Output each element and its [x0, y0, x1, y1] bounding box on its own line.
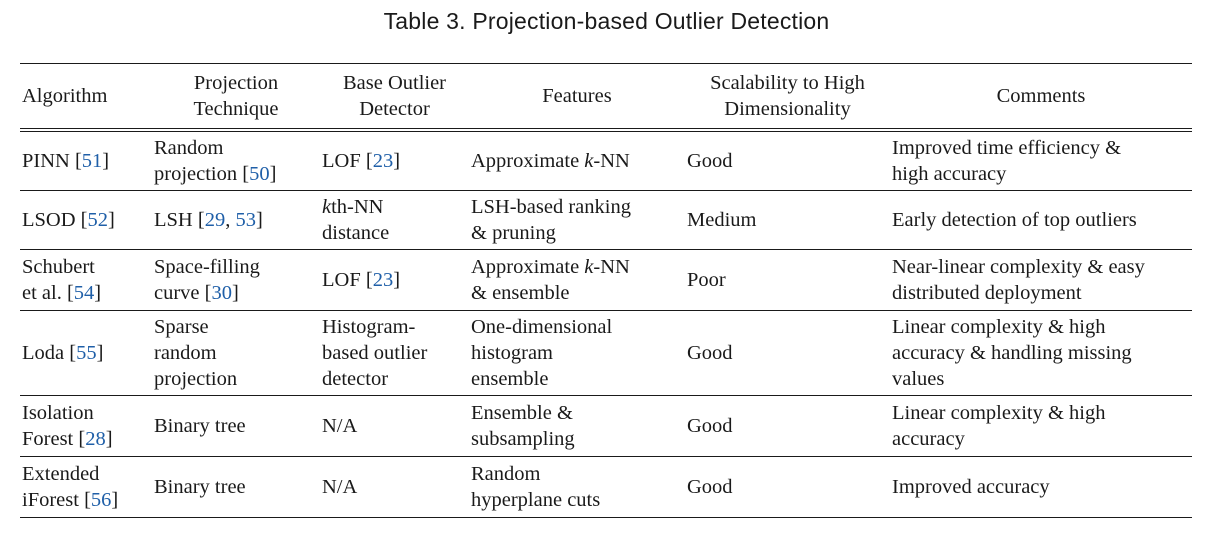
- citation-link[interactable]: 53: [235, 209, 256, 231]
- header-features: Features: [542, 85, 612, 107]
- header-projection: Projection Technique: [193, 72, 279, 120]
- header-algorithm: Algorithm: [22, 85, 108, 107]
- cell-comments: Near-linear complexity & easy distributed…: [892, 256, 1145, 304]
- cell-projection: Random projection [50]: [154, 137, 277, 185]
- cell-features: Ensemble & subsampling: [471, 402, 575, 450]
- table-row: Isolation Forest [28] Binary tree N/A Ens…: [20, 396, 1192, 457]
- cell-algorithm: Isolation Forest [28]: [22, 402, 113, 450]
- cell-comments: Linear complexity & high accuracy: [892, 402, 1106, 450]
- header-scalability: Scalability to High Dimensionality: [710, 72, 865, 120]
- table-row: Loda [55] Sparse random projection Histogr…: [20, 311, 1192, 396]
- cell-base-detector: Histogram-based outlier detector: [322, 316, 428, 390]
- cell-comments: Improved time efficiency & high accuracy: [892, 137, 1122, 185]
- projection-outlier-table: Algorithm Projection Technique Base Outl…: [20, 63, 1192, 518]
- cell-comments: Early detection of top outliers: [892, 209, 1137, 231]
- cell-comments: Linear complexity & high accuracy & handl…: [892, 316, 1132, 390]
- citation-link[interactable]: 52: [87, 209, 108, 231]
- cell-scalability: Good: [687, 415, 733, 437]
- header-base-detector: Base Outlier Detector: [342, 72, 447, 120]
- cell-base-detector: LOF [23]: [322, 150, 401, 172]
- cell-projection: Binary tree: [154, 415, 246, 437]
- cell-base-detector: N/A: [322, 415, 358, 437]
- cell-scalability: Poor: [687, 269, 726, 291]
- citation-link[interactable]: 23: [372, 150, 394, 172]
- table-header: Algorithm Projection Technique Base Outl…: [20, 63, 1192, 131]
- cell-algorithm: Loda [55]: [22, 342, 104, 364]
- cell-features: One-dimensional histogram ensemble: [471, 316, 613, 390]
- cell-projection: Sparse random projection: [154, 316, 238, 390]
- header-comments: Comments: [996, 85, 1086, 107]
- citation-link[interactable]: 51: [81, 150, 103, 172]
- header-row: Algorithm Projection Technique Base Outl…: [20, 63, 1192, 131]
- table: Algorithm Projection Technique Base Outl…: [20, 63, 1192, 518]
- cell-algorithm: Schubert et al. [54]: [22, 256, 102, 304]
- citation-link[interactable]: 30: [211, 282, 232, 304]
- cell-projection: Space-filling curve [30]: [154, 256, 260, 304]
- table-row: Extended iForest [56] Binary tree N/A Ran…: [20, 457, 1192, 518]
- cell-scalability: Good: [687, 342, 733, 364]
- cell-features: Approximate k-NN: [471, 150, 630, 172]
- table-row: Schubert et al. [54] Space-filling curve […: [20, 250, 1192, 311]
- table-body: PINN [51] Random projection [50] LOF [23]…: [20, 130, 1192, 518]
- cell-scalability: Good: [687, 150, 733, 172]
- table-row: LSOD [52] LSH [29, 53] kth-NN distance LS…: [20, 191, 1192, 250]
- cell-base-detector: LOF [23]: [322, 269, 401, 291]
- cell-features: LSH-based ranking & pruning: [471, 196, 631, 244]
- cell-projection: LSH [29, 53]: [154, 209, 263, 231]
- cell-comments: Improved accuracy: [892, 476, 1050, 498]
- cell-scalability: Medium: [687, 209, 757, 231]
- cell-algorithm: LSOD [52]: [22, 209, 115, 231]
- citation-link[interactable]: 56: [90, 489, 112, 511]
- citation-link[interactable]: 54: [73, 282, 95, 304]
- cell-projection: Binary tree: [154, 476, 246, 498]
- citation-link[interactable]: 23: [372, 269, 394, 291]
- table-caption: Table 3. Projection-based Outlier Detect…: [383, 8, 830, 34]
- cell-algorithm: Extended iForest [56]: [22, 463, 119, 511]
- cell-algorithm: PINN [51]: [22, 150, 110, 172]
- citation-link[interactable]: 28: [85, 428, 106, 450]
- citation-link[interactable]: 50: [249, 163, 270, 185]
- cell-features: Approximate k-NN & ensemble: [471, 256, 630, 304]
- cell-features: Random hyperplane cuts: [471, 463, 601, 511]
- table-row: PINN [51] Random projection [50] LOF [23]…: [20, 130, 1192, 191]
- citation-link[interactable]: 55: [76, 342, 97, 364]
- cell-base-detector: kth-NN distance: [322, 196, 390, 244]
- cell-scalability: Good: [687, 476, 733, 498]
- cell-base-detector: N/A: [322, 476, 358, 498]
- citation-link[interactable]: 29: [204, 209, 226, 231]
